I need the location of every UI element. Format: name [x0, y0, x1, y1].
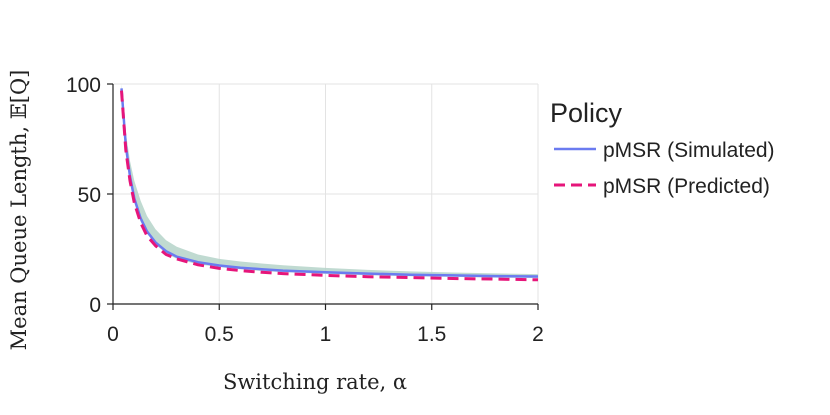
x-axis-label: Switching rate, α [223, 370, 407, 394]
series-line-predicted [120, 90, 539, 282]
legend-label-predicted: pMSR (Predicted) [603, 175, 770, 198]
y-tick-label-2: 100 [66, 74, 101, 97]
legend-label-simulated: pMSR (Simulated) [603, 139, 775, 162]
x-tick-label-1: 0.5 [205, 323, 234, 346]
x-tick-label-0: 0 [107, 323, 119, 346]
confidence-band [121, 84, 538, 278]
confidence-band-layer [121, 84, 538, 278]
y-axis-label: Mean Queue Length, 𝔼[Q] [7, 70, 31, 351]
x-tick-label-2: 1 [320, 323, 332, 346]
x-tick-label-3: 1.5 [417, 323, 446, 346]
legend-title: Policy [550, 98, 623, 128]
x-tick-label-4: 2 [532, 323, 544, 346]
grid [113, 83, 539, 304]
ticks: 0 0.5 1 1.5 2 0 50 100 [66, 74, 544, 346]
legend: Policy pMSR (Simulated) pMSR (Predicted) [550, 98, 775, 198]
series-layer [120, 88, 539, 282]
y-tick-label-1: 50 [78, 184, 101, 207]
y-tick-label-0: 0 [89, 294, 101, 317]
series-line-simulated [120, 88, 539, 278]
